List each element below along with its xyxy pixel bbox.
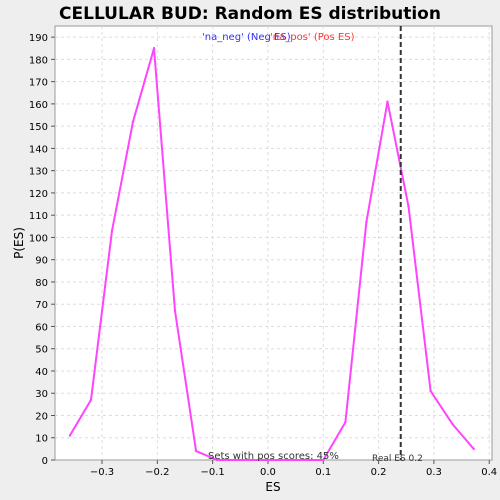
- chart-title: CELLULAR BUD: Random ES distribution: [59, 4, 441, 24]
- data-point: [407, 205, 410, 208]
- data-point: [194, 449, 198, 453]
- x-tick-label: 0.2: [371, 467, 387, 478]
- data-point: [472, 447, 475, 451]
- plot-area: [54, 25, 493, 461]
- data-point: [451, 423, 454, 426]
- real-es-annotation: Real ES 0.2: [372, 454, 423, 464]
- data-point: [344, 420, 347, 424]
- y-tick-label: 180: [29, 55, 48, 66]
- y-tick-label: 170: [29, 78, 48, 89]
- y-tick-label: 140: [29, 144, 48, 155]
- x-tick-label: 0.4: [481, 467, 497, 478]
- x-tick-label: −0.3: [90, 467, 114, 478]
- y-axis: 0 10 20 30 40 50 60 70 80 90 100 110 120 130 140 150 160…: [29, 33, 55, 467]
- y-tick-label: 90: [35, 256, 48, 267]
- y-tick-label: 100: [29, 233, 48, 244]
- data-point: [131, 120, 135, 123]
- distribution-line: [69, 47, 475, 461]
- y-tick-label: 190: [29, 33, 48, 44]
- data-point: [173, 309, 177, 313]
- x-axis-label: ES: [265, 480, 280, 494]
- data-point: [215, 458, 219, 462]
- legend-pos: 'na_pos' (Pos ES): [270, 32, 355, 43]
- y-tick-label: 120: [29, 189, 48, 200]
- y-tick-label: 70: [35, 300, 48, 311]
- legend-neg: 'na_neg' (Neg ES): [202, 32, 291, 43]
- data-point: [89, 398, 93, 402]
- data-point: [322, 458, 325, 462]
- y-tick-label: 20: [35, 411, 48, 422]
- data-point: [68, 434, 72, 437]
- x-tick-label: 0.3: [426, 467, 442, 478]
- data-point: [386, 100, 389, 103]
- y-tick-label: 80: [35, 278, 48, 289]
- data-point: [365, 220, 368, 224]
- data-point: [110, 229, 114, 232]
- y-tick-label: 50: [35, 345, 48, 356]
- y-tick-label: 10: [35, 434, 48, 445]
- x-tick-label: 0.0: [260, 467, 276, 478]
- x-tick-label: −0.1: [201, 467, 225, 478]
- data-point: [152, 47, 156, 50]
- x-tick-label: −0.2: [145, 467, 169, 478]
- series-group: [68, 26, 475, 462]
- y-axis-label: P(ES): [12, 227, 26, 259]
- y-tick-label: 160: [29, 100, 48, 111]
- y-tick-label: 60: [35, 322, 48, 333]
- y-tick-label: 0: [42, 456, 48, 467]
- data-point: [429, 389, 432, 393]
- pos-scores-annotation: Sets with pos scores: 45%: [208, 451, 339, 462]
- y-tick-label: 150: [29, 122, 48, 133]
- y-tick-label: 40: [35, 367, 48, 378]
- x-axis: −0.3 −0.2 −0.1 0.0 0.1 0.2 0.3 0.4: [90, 460, 497, 478]
- y-tick-label: 110: [29, 211, 48, 222]
- y-tick-label: 30: [35, 389, 48, 400]
- y-tick-label: 130: [29, 167, 48, 178]
- x-tick-label: 0.1: [315, 467, 331, 478]
